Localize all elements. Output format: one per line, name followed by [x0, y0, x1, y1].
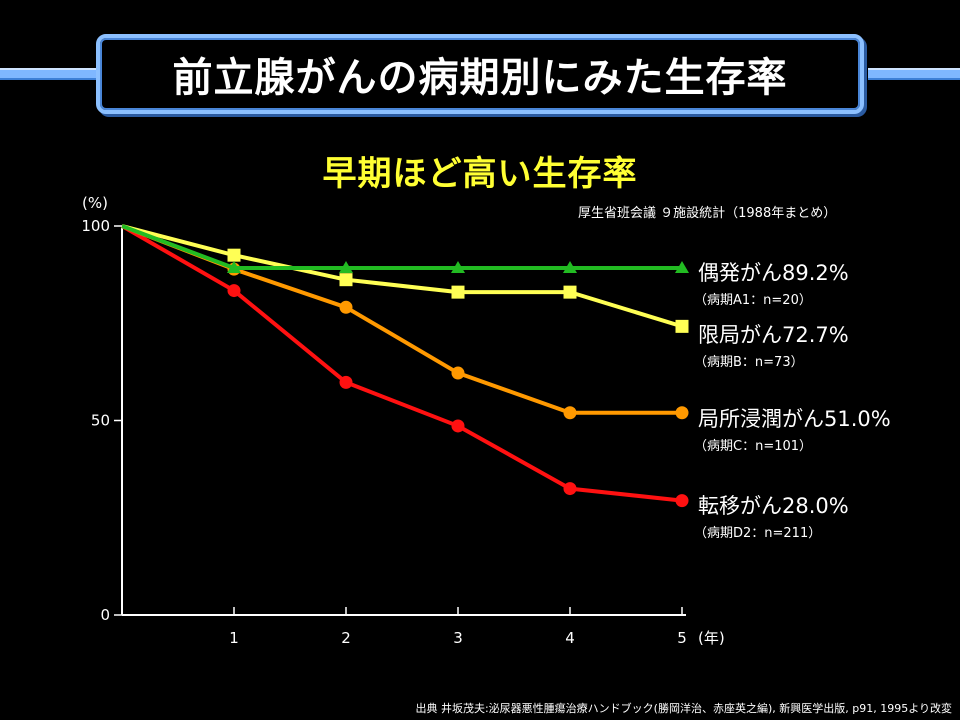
x-unit-label: (年) — [698, 629, 725, 647]
chart-axes: 100 50 0 (%) 1 2 3 4 5 (年) — [81, 194, 724, 647]
data-point — [227, 261, 241, 274]
data-point — [563, 482, 577, 496]
data-point — [339, 300, 353, 314]
series-sublabel: （病期A1：n=20） — [694, 293, 812, 308]
series-sublabel: （病期B：n=73） — [694, 355, 804, 370]
x-tick-label: 3 — [453, 629, 463, 647]
title-box: 前立腺がんの病期別にみた生存率 — [96, 34, 864, 114]
data-point — [339, 375, 353, 389]
x-tick-label: 4 — [565, 629, 575, 647]
x-tick-label: 2 — [341, 629, 351, 647]
chart-subtitle: 早期ほど高い生存率 — [322, 154, 638, 194]
data-point — [451, 285, 465, 299]
series-label: 局所浸潤がん51.0% — [698, 407, 891, 431]
data-point — [563, 261, 577, 274]
series-line-0 — [121, 224, 682, 271]
x-tick-label: 5 — [677, 629, 687, 647]
data-point — [675, 494, 689, 508]
data-point — [339, 273, 353, 287]
data-point — [675, 406, 689, 420]
data-point — [451, 366, 465, 380]
y-tick-label: 50 — [91, 412, 110, 430]
x-tick-label: 1 — [229, 629, 239, 647]
source-note: 厚生省班会議 ９施設統計（1988年まとめ） — [578, 206, 837, 221]
data-point — [563, 406, 577, 420]
data-point — [451, 261, 465, 274]
page-title: 前立腺がんの病期別にみた生存率 — [172, 55, 788, 101]
series-line-2 — [121, 224, 682, 415]
series-line-3 — [121, 224, 683, 503]
data-point — [675, 319, 689, 333]
data-point — [227, 248, 241, 262]
footer-citation: 出典 井坂茂夫:泌尿器悪性腫瘍治療ハンドブック(勝岡洋治、赤座英之編), 新興医… — [415, 702, 952, 715]
series-sublabel: （病期C：n=101） — [694, 439, 812, 454]
data-point — [339, 261, 353, 274]
series-label: 偶発がん89.2% — [698, 261, 849, 285]
series-label: 限局がん72.7% — [698, 323, 849, 347]
y-unit-label: (%) — [82, 194, 108, 212]
labels-layer: 偶発がん89.2% （病期A1：n=20） 限局がん72.7% （病期B：n=73） 局… — [694, 261, 891, 541]
title-bar-right-line — [868, 68, 960, 80]
y-tick-label: 0 — [100, 606, 110, 624]
series-layer — [121, 224, 689, 508]
data-point — [563, 285, 577, 299]
series-sublabel: （病期D2：n=211） — [694, 526, 821, 541]
series-label: 転移がん28.0% — [698, 494, 849, 518]
data-point — [675, 261, 689, 274]
series-line-1 — [121, 224, 683, 329]
data-point — [227, 284, 241, 298]
data-point — [451, 419, 465, 433]
title-bar-left-line — [0, 68, 104, 80]
y-tick-label: 100 — [81, 217, 110, 235]
